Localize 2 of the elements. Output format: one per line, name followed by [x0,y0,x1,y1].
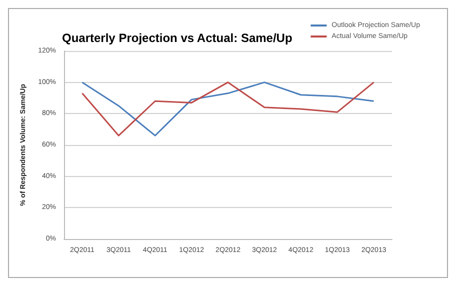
line-series [81,82,375,136]
chart-title: Quarterly Projection vs Actual: Same/Up [62,31,292,45]
